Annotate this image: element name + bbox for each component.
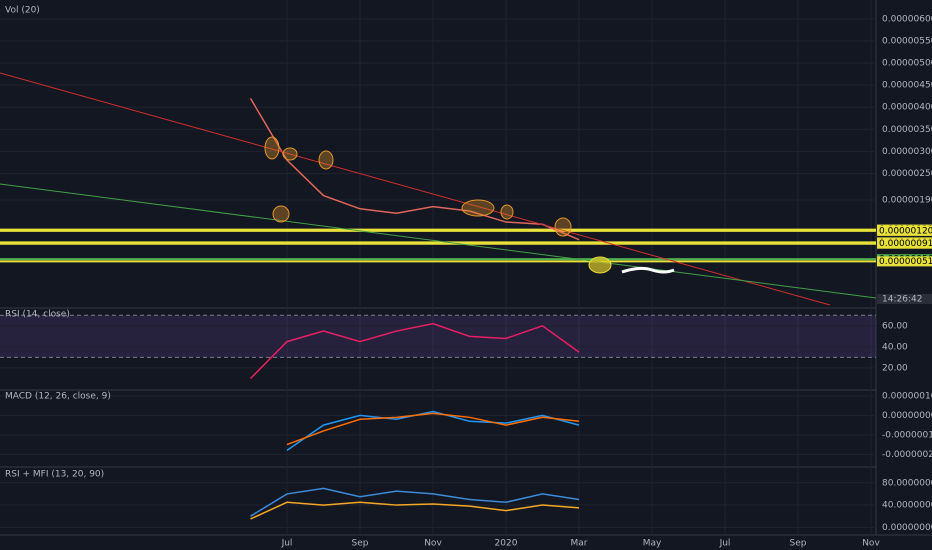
pane-title: Vol (20) bbox=[5, 6, 40, 16]
series-line bbox=[250, 487, 580, 517]
highlight bbox=[554, 217, 572, 237]
y-tick-label: 0.00000600 bbox=[882, 14, 932, 24]
sketch-line bbox=[621, 266, 675, 274]
y-tick-label: 0.00000000 bbox=[882, 411, 932, 421]
x-tick-label: May bbox=[643, 539, 662, 549]
y-tick-label: 80.00000000 bbox=[882, 478, 932, 488]
x-tick-label: Jul bbox=[281, 539, 293, 549]
level-tag bbox=[877, 256, 932, 267]
highlight bbox=[272, 205, 290, 223]
countdown-tag bbox=[877, 294, 932, 304]
highlight bbox=[461, 199, 495, 217]
level-label: 0.00000051 bbox=[879, 257, 932, 267]
x-tick-label: Sep bbox=[790, 539, 807, 549]
x-tick-label: 2020 bbox=[495, 539, 518, 549]
trendline bbox=[0, 183, 877, 299]
y-tick-label: 40.00000000 bbox=[882, 501, 932, 511]
countdown: 14:26:42 bbox=[882, 295, 922, 305]
y-tick-label: 0.00000450 bbox=[882, 81, 932, 91]
y-tick-label: 0.00000400 bbox=[882, 103, 932, 113]
price-axis-bg bbox=[876, 0, 932, 550]
y-tick-label: 0.00000250 bbox=[882, 169, 932, 179]
y-tick-label: 40.00 bbox=[882, 342, 908, 352]
x-tick-label: Jul bbox=[719, 539, 731, 549]
y-tick-label: 60.00 bbox=[882, 321, 908, 331]
highlight bbox=[588, 256, 612, 274]
series-line bbox=[249, 97, 580, 241]
x-tick-label: Nov bbox=[862, 539, 880, 549]
x-tick-label: Mar bbox=[571, 539, 588, 549]
x-tick-label: Sep bbox=[352, 539, 369, 549]
series-line bbox=[286, 412, 580, 446]
highlight bbox=[264, 136, 280, 160]
y-tick-label: 0.00000190 bbox=[882, 195, 932, 205]
highlight bbox=[318, 150, 334, 170]
level-label: 0.00000120 bbox=[879, 226, 932, 236]
rsi-band bbox=[0, 315, 876, 358]
pane-title: MACD (12, 26, close, 9) bbox=[5, 392, 111, 402]
highlight bbox=[500, 204, 514, 220]
y-tick-label: 20.00 bbox=[882, 363, 908, 373]
level-label: 0.00000091 bbox=[879, 239, 932, 249]
highlight bbox=[282, 147, 298, 161]
y-tick-label: 0.00000500 bbox=[882, 59, 932, 69]
series-line bbox=[249, 322, 580, 379]
series-line bbox=[250, 501, 580, 520]
y-tick-label: 0.00000350 bbox=[882, 125, 932, 135]
y-tick-label: -0.00000020 bbox=[882, 450, 932, 460]
y-tick-label: 0.00000550 bbox=[882, 36, 932, 46]
drawings bbox=[0, 72, 877, 306]
y-tick-label: -0.00000010 bbox=[882, 430, 932, 440]
y-tick-label: 0.00000010 bbox=[882, 391, 932, 401]
pane-title: RSI + MFI (13, 20, 90) bbox=[5, 470, 104, 480]
y-tick-label: 0.00000300 bbox=[882, 147, 932, 157]
level-tag bbox=[877, 225, 932, 236]
level-tag bbox=[877, 238, 932, 249]
x-tick-label: Nov bbox=[424, 539, 442, 549]
series-line bbox=[286, 410, 580, 452]
y-tick-label: 0.00000000 bbox=[882, 523, 932, 533]
pane-title: RSI (14, close) bbox=[5, 310, 70, 320]
trendline bbox=[0, 72, 831, 306]
